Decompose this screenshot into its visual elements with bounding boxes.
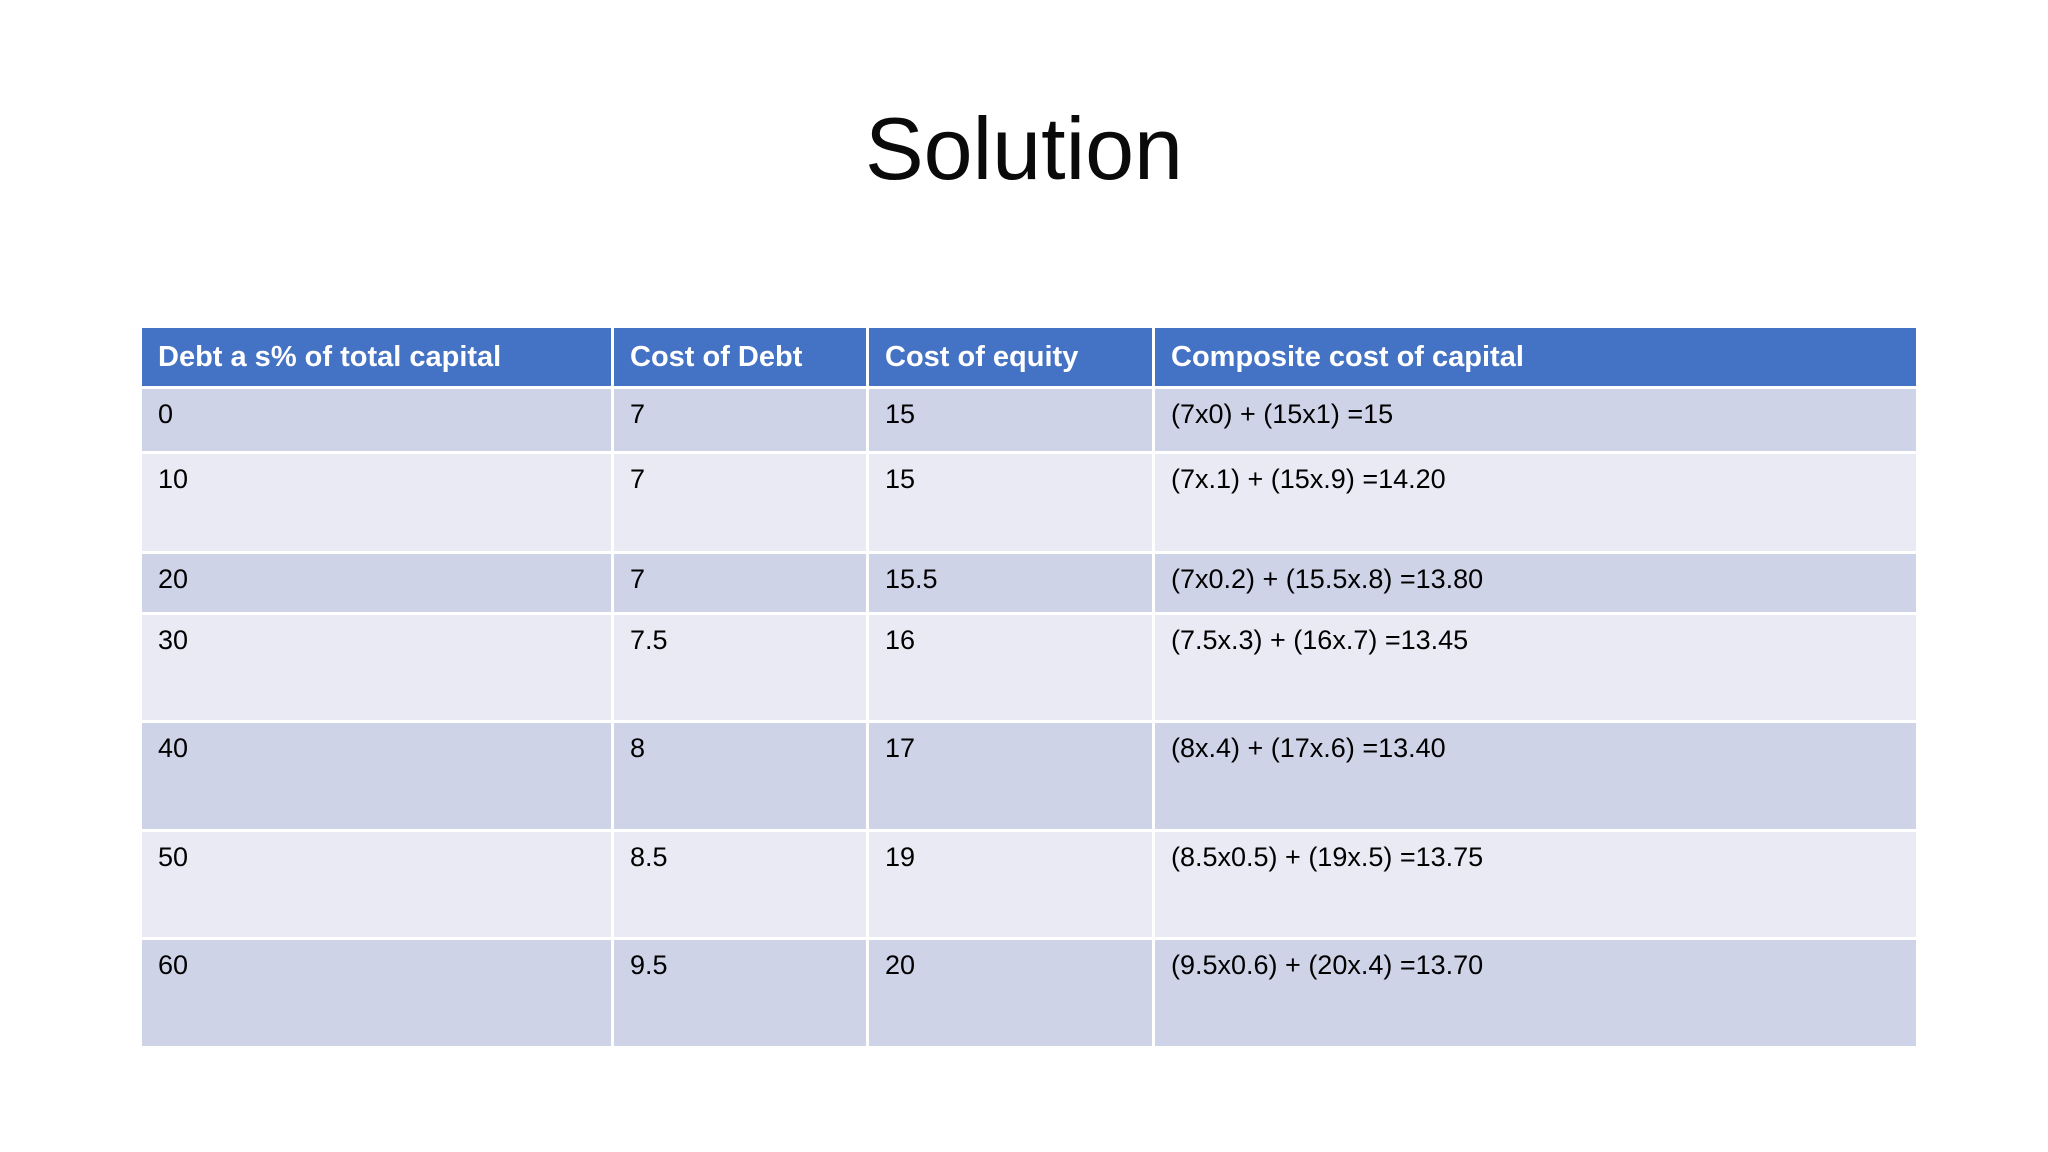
table-cell: 9.5 — [614, 940, 866, 1046]
table-cell: 7.5 — [614, 615, 866, 720]
table-row: 0 7 15 (7x0) + (15x1) =15 — [142, 389, 1916, 451]
table-cell: (7x.1) + (15x.9) =14.20 — [1155, 454, 1916, 551]
table-cell: 40 — [142, 723, 611, 829]
table-cell: 7 — [614, 454, 866, 551]
table-cell: 8 — [614, 723, 866, 829]
column-header-debt-percent: Debt a s% of total capital — [142, 328, 611, 386]
table-cell: (7x0.2) + (15.5x.8) =13.80 — [1155, 554, 1916, 612]
table-header-row: Debt a s% of total capital Cost of Debt … — [142, 328, 1916, 386]
table-cell: (8x.4) + (17x.6) =13.40 — [1155, 723, 1916, 829]
table-cell: 20 — [869, 940, 1152, 1046]
table-cell: 15.5 — [869, 554, 1152, 612]
table-cell: 60 — [142, 940, 611, 1046]
table-row: 50 8.5 19 (8.5x0.5) + (19x.5) =13.75 — [142, 832, 1916, 937]
table-row: 60 9.5 20 (9.5x0.6) + (20x.4) =13.70 — [142, 940, 1916, 1046]
table-row: 20 7 15.5 (7x0.2) + (15.5x.8) =13.80 — [142, 554, 1916, 612]
table-cell: 15 — [869, 389, 1152, 451]
table-row: 30 7.5 16 (7.5x.3) + (16x.7) =13.45 — [142, 615, 1916, 720]
table-cell: 7 — [614, 554, 866, 612]
table-cell: (7.5x.3) + (16x.7) =13.45 — [1155, 615, 1916, 720]
column-header-composite-cost: Composite cost of capital — [1155, 328, 1916, 386]
table-cell: 20 — [142, 554, 611, 612]
column-header-cost-of-debt: Cost of Debt — [614, 328, 866, 386]
table-cell: (9.5x0.6) + (20x.4) =13.70 — [1155, 940, 1916, 1046]
table-cell: (7x0) + (15x1) =15 — [1155, 389, 1916, 451]
slide-title: Solution — [864, 99, 1183, 198]
table-cell: 8.5 — [614, 832, 866, 937]
table-cell: 30 — [142, 615, 611, 720]
table-cell: 17 — [869, 723, 1152, 829]
table-cell: 10 — [142, 454, 611, 551]
table-cell: 0 — [142, 389, 611, 451]
column-header-cost-of-equity: Cost of equity — [869, 328, 1152, 386]
solution-table: Debt a s% of total capital Cost of Debt … — [139, 325, 1919, 1049]
table-cell: (8.5x0.5) + (19x.5) =13.75 — [1155, 832, 1916, 937]
table-cell: 7 — [614, 389, 866, 451]
table-row: 10 7 15 (7x.1) + (15x.9) =14.20 — [142, 454, 1916, 551]
table-cell: 50 — [142, 832, 611, 937]
table-cell: 19 — [869, 832, 1152, 937]
table-cell: 15 — [869, 454, 1152, 551]
table-cell: 16 — [869, 615, 1152, 720]
table-row: 40 8 17 (8x.4) + (17x.6) =13.40 — [142, 723, 1916, 829]
